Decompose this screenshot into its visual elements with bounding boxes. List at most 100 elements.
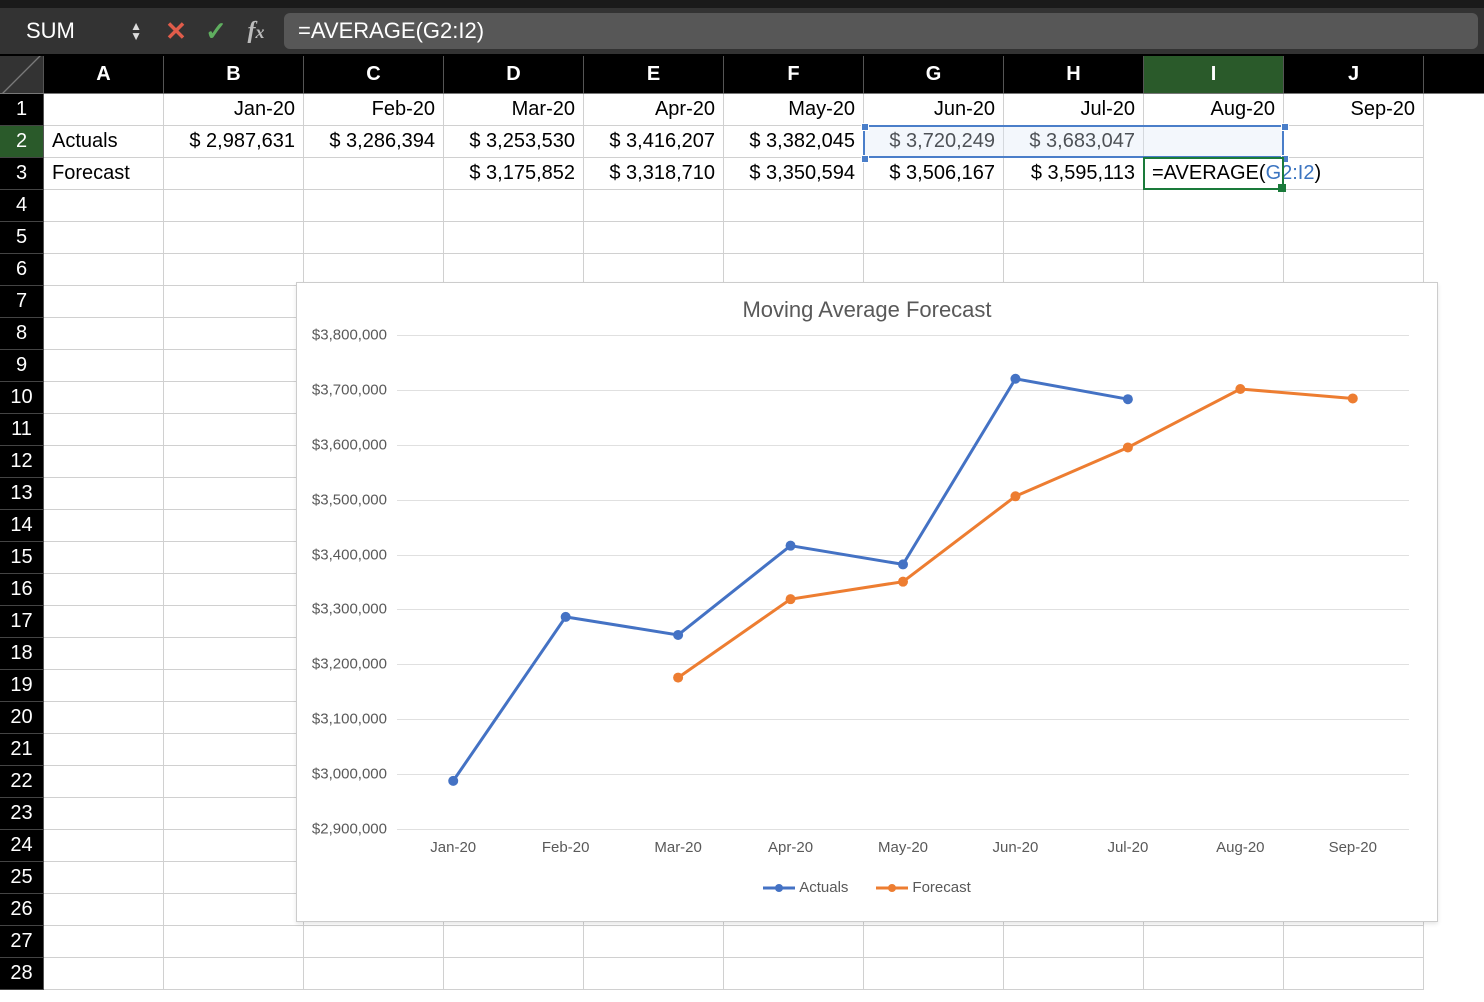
row-header-21[interactable]: 21: [0, 734, 44, 766]
cell-B24[interactable]: [164, 830, 304, 862]
cell-B7[interactable]: [164, 286, 304, 318]
row-header-10[interactable]: 10: [0, 382, 44, 414]
cell-A5[interactable]: [44, 222, 164, 254]
cell-B5[interactable]: [164, 222, 304, 254]
cell-D5[interactable]: [444, 222, 584, 254]
cell-B11[interactable]: [164, 414, 304, 446]
cell-A6[interactable]: [44, 254, 164, 286]
cell-I28[interactable]: [1144, 958, 1284, 990]
cell-F27[interactable]: [724, 926, 864, 958]
row-header-22[interactable]: 22: [0, 766, 44, 798]
cell-B20[interactable]: [164, 702, 304, 734]
cell-E28[interactable]: [584, 958, 724, 990]
row-header-27[interactable]: 27: [0, 926, 44, 958]
cell-A9[interactable]: [44, 350, 164, 382]
row-header-3[interactable]: 3: [0, 158, 44, 190]
cell-A10[interactable]: [44, 382, 164, 414]
cell-A23[interactable]: [44, 798, 164, 830]
cell-A15[interactable]: [44, 542, 164, 574]
cell-G3[interactable]: $ 3,506,167: [864, 158, 1004, 190]
cell-A12[interactable]: [44, 446, 164, 478]
cell-E1[interactable]: Apr-20: [584, 94, 724, 126]
row-header-23[interactable]: 23: [0, 798, 44, 830]
cell-B23[interactable]: [164, 798, 304, 830]
cell-F4[interactable]: [724, 190, 864, 222]
col-header-H[interactable]: H: [1004, 56, 1144, 93]
cell-I5[interactable]: [1144, 222, 1284, 254]
cell-B14[interactable]: [164, 510, 304, 542]
cell-A26[interactable]: [44, 894, 164, 926]
cell-A7[interactable]: [44, 286, 164, 318]
cell-B3[interactable]: [164, 158, 304, 190]
row-header-1[interactable]: 1: [0, 94, 44, 126]
cell-A17[interactable]: [44, 606, 164, 638]
cell-A19[interactable]: [44, 670, 164, 702]
row-header-19[interactable]: 19: [0, 670, 44, 702]
cell-A8[interactable]: [44, 318, 164, 350]
row-header-8[interactable]: 8: [0, 318, 44, 350]
cell-J4[interactable]: [1284, 190, 1424, 222]
chart[interactable]: Moving Average Forecast$2,900,000$3,000,…: [296, 282, 1438, 922]
cell-B26[interactable]: [164, 894, 304, 926]
cell-J3[interactable]: [1284, 158, 1424, 190]
cell-B22[interactable]: [164, 766, 304, 798]
cell-A25[interactable]: [44, 862, 164, 894]
cell-E27[interactable]: [584, 926, 724, 958]
cell-A1[interactable]: [44, 94, 164, 126]
cell-A14[interactable]: [44, 510, 164, 542]
cell-I1[interactable]: Aug-20: [1144, 94, 1284, 126]
name-box[interactable]: SUM ▲▼: [6, 18, 156, 44]
cell-B9[interactable]: [164, 350, 304, 382]
col-header-C[interactable]: C: [304, 56, 444, 93]
cell-D28[interactable]: [444, 958, 584, 990]
cell-F2[interactable]: $ 3,382,045: [724, 126, 864, 158]
cell-H4[interactable]: [1004, 190, 1144, 222]
cell-B18[interactable]: [164, 638, 304, 670]
cell-B15[interactable]: [164, 542, 304, 574]
fx-icon[interactable]: fx: [236, 18, 276, 45]
cell-B8[interactable]: [164, 318, 304, 350]
row-header-11[interactable]: 11: [0, 414, 44, 446]
cell-C28[interactable]: [304, 958, 444, 990]
cell-H2[interactable]: $ 3,683,047: [1004, 126, 1144, 158]
row-header-13[interactable]: 13: [0, 478, 44, 510]
cell-G2[interactable]: $ 3,720,249: [864, 126, 1004, 158]
cell-A22[interactable]: [44, 766, 164, 798]
cell-A11[interactable]: [44, 414, 164, 446]
cell-I4[interactable]: [1144, 190, 1284, 222]
row-header-14[interactable]: 14: [0, 510, 44, 542]
cell-B13[interactable]: [164, 478, 304, 510]
row-header-26[interactable]: 26: [0, 894, 44, 926]
cell-E4[interactable]: [584, 190, 724, 222]
cell-G27[interactable]: [864, 926, 1004, 958]
cell-A21[interactable]: [44, 734, 164, 766]
cell-B19[interactable]: [164, 670, 304, 702]
cell-H5[interactable]: [1004, 222, 1144, 254]
row-header-6[interactable]: 6: [0, 254, 44, 286]
cell-B27[interactable]: [164, 926, 304, 958]
cell-A13[interactable]: [44, 478, 164, 510]
cell-I3[interactable]: =AVERAGE(G2:I2): [1144, 158, 1284, 190]
cell-B4[interactable]: [164, 190, 304, 222]
cancel-icon[interactable]: ✕: [156, 16, 196, 47]
cell-G4[interactable]: [864, 190, 1004, 222]
col-header-A[interactable]: A: [44, 56, 164, 93]
cell-E2[interactable]: $ 3,416,207: [584, 126, 724, 158]
cell-D1[interactable]: Mar-20: [444, 94, 584, 126]
cell-I2[interactable]: [1144, 126, 1284, 158]
cell-I27[interactable]: [1144, 926, 1284, 958]
cell-A3[interactable]: Forecast: [44, 158, 164, 190]
cell-J28[interactable]: [1284, 958, 1424, 990]
cell-C4[interactable]: [304, 190, 444, 222]
cell-B16[interactable]: [164, 574, 304, 606]
cell-B12[interactable]: [164, 446, 304, 478]
row-header-12[interactable]: 12: [0, 446, 44, 478]
cell-G1[interactable]: Jun-20: [864, 94, 1004, 126]
row-header-4[interactable]: 4: [0, 190, 44, 222]
cell-C27[interactable]: [304, 926, 444, 958]
cell-J2[interactable]: [1284, 126, 1424, 158]
cell-A27[interactable]: [44, 926, 164, 958]
cell-B6[interactable]: [164, 254, 304, 286]
col-header-B[interactable]: B: [164, 56, 304, 93]
row-header-28[interactable]: 28: [0, 958, 44, 990]
